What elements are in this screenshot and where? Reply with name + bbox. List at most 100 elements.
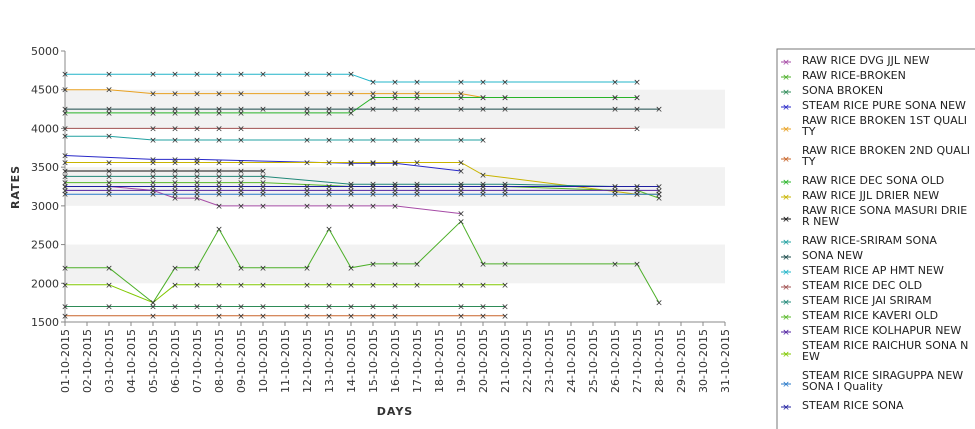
data-point: × [457,183,465,193]
series-line [65,162,659,195]
series-line [65,284,505,304]
data-point: × [193,194,201,204]
data-point: × [215,167,223,177]
data-point: × [391,281,399,291]
x-axis-title: DAYS [377,405,413,418]
data-point: × [655,299,663,309]
y-tick-label: 4000 [31,122,59,135]
legend-marker: × [782,155,790,165]
data-point: × [259,183,267,193]
data-point: × [61,179,69,189]
data-point: × [479,260,487,270]
data-point: × [347,183,355,193]
series-line [65,73,637,83]
data-point: × [259,172,267,182]
data-point: × [259,186,267,196]
data-point: × [237,312,245,322]
data-point: × [369,303,377,313]
legend: × RAW RICE DVG JJL NEW × RAW RICE-BROKEN × SO… [776,48,975,429]
x-tick-label: 03-10-2015 [103,329,116,393]
data-point: × [193,109,201,119]
data-point: × [237,186,245,196]
data-point: × [457,105,465,115]
data-point: × [479,136,487,146]
data-point: × [655,194,663,204]
data-point: × [215,179,223,189]
data-point: × [501,260,509,270]
data-point: × [105,86,113,96]
data-point: × [61,158,69,168]
legend-label: STEAM RICE RAICHUR SONA N [802,339,968,352]
data-point: × [391,105,399,115]
data-point: × [149,190,157,200]
data-point: × [61,183,69,193]
data-point: × [479,93,487,103]
data-point: × [193,70,201,80]
data-point: × [61,312,69,322]
data-point: × [105,186,113,196]
data-point: × [369,312,377,322]
data-point: × [303,109,311,119]
x-tick-label: 10-10-2015 [257,329,270,393]
data-point: × [457,167,465,177]
legend-marker: × [782,298,790,308]
data-point: × [105,109,113,119]
data-point: × [633,260,641,270]
data-point: × [171,167,179,177]
data-point: × [237,90,245,100]
legend-label: SONA BROKEN [802,84,883,97]
data-point: × [149,155,157,165]
data-point: × [325,90,333,100]
x-tick-label: 14-10-2015 [345,329,358,393]
data-point: × [149,158,157,168]
x-tick-label: 11-10-2015 [279,329,292,393]
data-point: × [655,186,663,196]
data-point: × [171,90,179,100]
data-point: × [391,183,399,193]
data-point: × [237,183,245,193]
legend-label: STEAM RICE KOLHAPUR NEW [802,324,961,337]
data-point: × [171,158,179,168]
x-tick-label: 16-10-2015 [389,329,402,393]
data-point: × [479,180,487,190]
x-tick-label: 28-10-2015 [653,329,666,393]
data-point: × [611,260,619,270]
x-tick-label: 08-10-2015 [213,329,226,393]
data-point: × [215,303,223,313]
data-point: × [347,312,355,322]
data-point: × [369,159,377,169]
data-point: × [325,158,333,168]
y-tick-label: 5000 [31,45,59,58]
data-point: × [611,186,619,196]
data-point: × [215,124,223,134]
data-point: × [391,78,399,88]
data-point: × [325,105,333,115]
data-point: × [61,186,69,196]
data-point: × [303,90,311,100]
data-point: × [215,136,223,146]
data-point: × [347,109,355,119]
data-point: × [237,124,245,134]
data-point: × [457,136,465,146]
data-point: × [413,105,421,115]
data-point: × [501,186,509,196]
data-point: × [325,136,333,146]
data-point: × [149,312,157,322]
legend-marker: × [782,125,790,135]
series-line [65,220,660,304]
series-markers: × × × × × × × × × × × × × × × × × × × × × × × × × × × × × × × × × × × × × × × ×… [61,70,663,322]
legend-marker: × [782,88,790,98]
data-point: × [347,158,355,168]
data-point: × [149,105,157,115]
data-point: × [391,159,399,169]
legend-label: STEAM RICE SIRAGUPPA NEW [802,369,963,382]
data-point: × [259,190,267,200]
y-axis: 1500 2000 2500 3000 3500 4000 4500 5000 [31,45,65,329]
series-line [65,97,637,114]
data-point: × [347,186,355,196]
data-point: × [259,105,267,115]
data-point: × [193,281,201,291]
data-point: × [215,190,223,200]
x-tick-label: 26-10-2015 [609,329,622,393]
data-point: × [369,183,377,193]
